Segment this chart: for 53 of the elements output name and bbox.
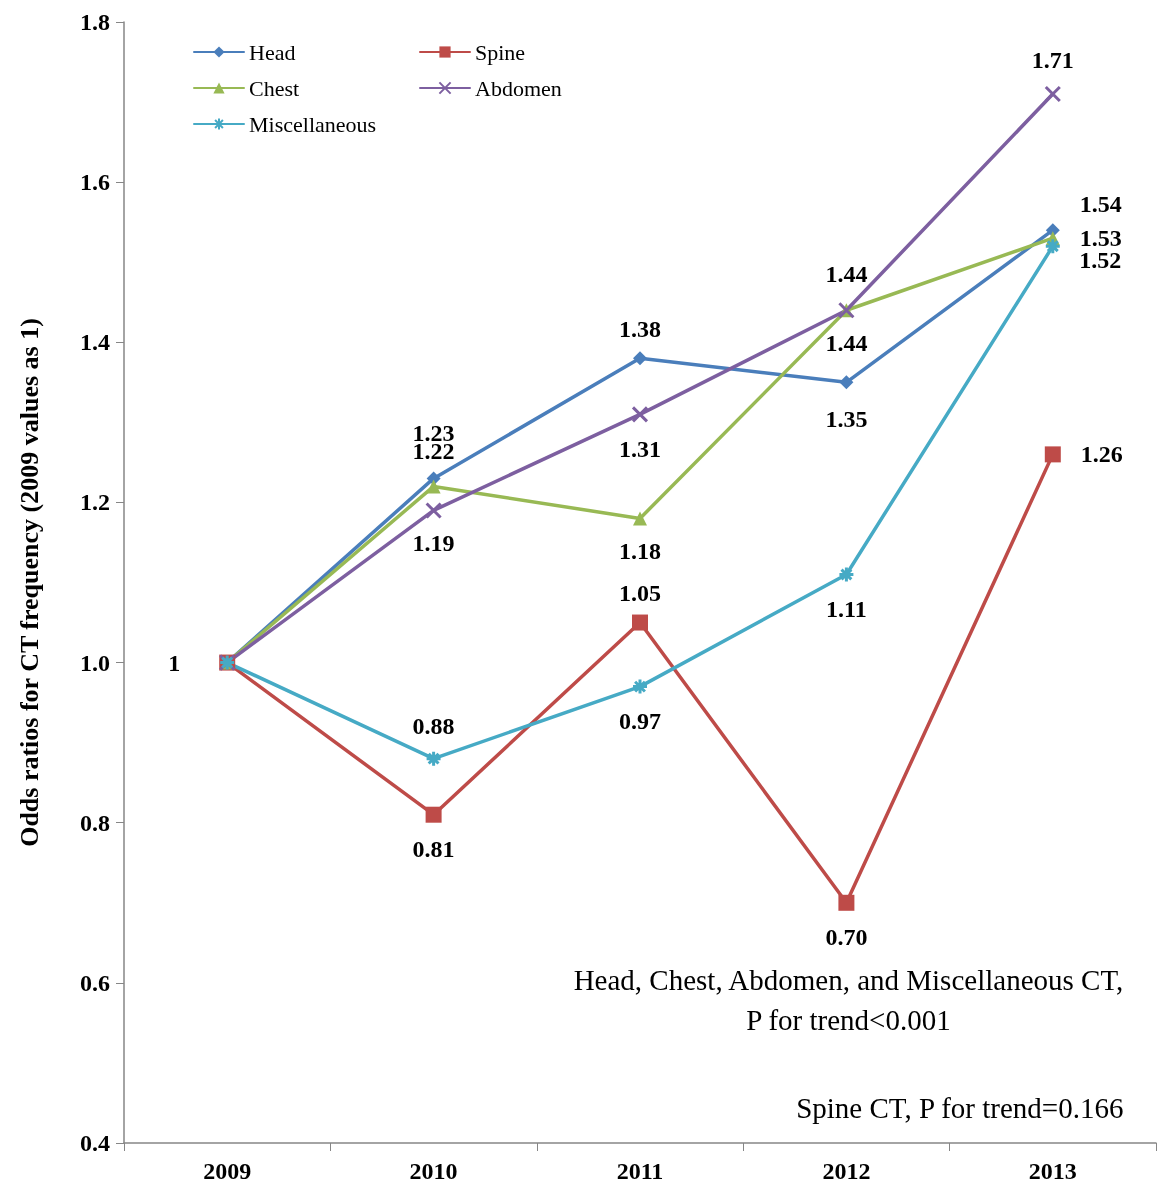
point — [425, 501, 443, 519]
legend-label: Head — [249, 39, 296, 65]
point — [837, 565, 855, 583]
y-tick-label: 0.8 — [80, 809, 110, 836]
point — [1044, 237, 1062, 255]
point — [839, 375, 854, 390]
data-label: 1.18 — [619, 538, 661, 565]
x-tick-label: 2009 — [203, 1158, 252, 1184]
x-tick-label: 2011 — [616, 1158, 664, 1184]
data-label: 1.38 — [619, 316, 661, 343]
point — [426, 479, 441, 494]
legend-label: Spine — [475, 39, 526, 65]
data-label: 1 — [168, 649, 181, 676]
legend-label: Abdomen — [475, 75, 562, 101]
data-label: 1.11 — [826, 595, 867, 622]
data-label: 0.88 — [412, 713, 455, 740]
data-label: 1.44 — [825, 260, 868, 287]
x-tick-label: 2013 — [1028, 1158, 1077, 1184]
y-axis-title: Odds ratios for CT frequency (2009 values as 1) — [14, 318, 44, 847]
annotation: Spine CT, P for trend=0.166 — [796, 1092, 1124, 1124]
data-label: 0.70 — [825, 923, 868, 950]
y-tick-label: 1.6 — [80, 169, 110, 196]
point — [425, 750, 443, 768]
legend-label: Miscellaneous — [249, 111, 377, 137]
point — [1044, 446, 1061, 463]
data-label: 1.19 — [412, 529, 455, 556]
point — [425, 806, 442, 823]
x-tick-label: 2012 — [822, 1158, 871, 1184]
data-label: 1.05 — [619, 579, 661, 606]
point — [838, 894, 855, 911]
point — [632, 614, 648, 631]
data-label: 1.26 — [1080, 441, 1123, 468]
y-tick-label: 1.4 — [80, 329, 110, 356]
y-tick-label: 1.8 — [80, 9, 110, 35]
point — [631, 678, 649, 696]
point — [631, 405, 649, 423]
y-tick-label: 1.0 — [80, 649, 110, 676]
annotation: Head, Chest, Abdomen, and Miscellaneous CT, P for trend<0.001 — [573, 964, 1124, 1036]
data-label: 1.54 — [1079, 191, 1122, 218]
data-label: 0.81 — [412, 835, 455, 862]
point — [1044, 85, 1062, 103]
legend-label: Chest — [249, 75, 300, 101]
y-tick-label: 0.6 — [80, 969, 110, 996]
data-label: 1.71 — [1031, 46, 1074, 73]
x-tick-label: 2010 — [409, 1158, 458, 1184]
data-label: 1.44 — [825, 330, 868, 357]
y-tick-label: 1.2 — [80, 489, 110, 516]
data-label: 1.35 — [825, 406, 868, 433]
point — [633, 511, 647, 526]
point — [633, 351, 647, 366]
data-label: 0.97 — [619, 708, 661, 735]
y-tick-label: 0.4 — [80, 1130, 110, 1156]
data-label: 1.31 — [619, 435, 661, 462]
